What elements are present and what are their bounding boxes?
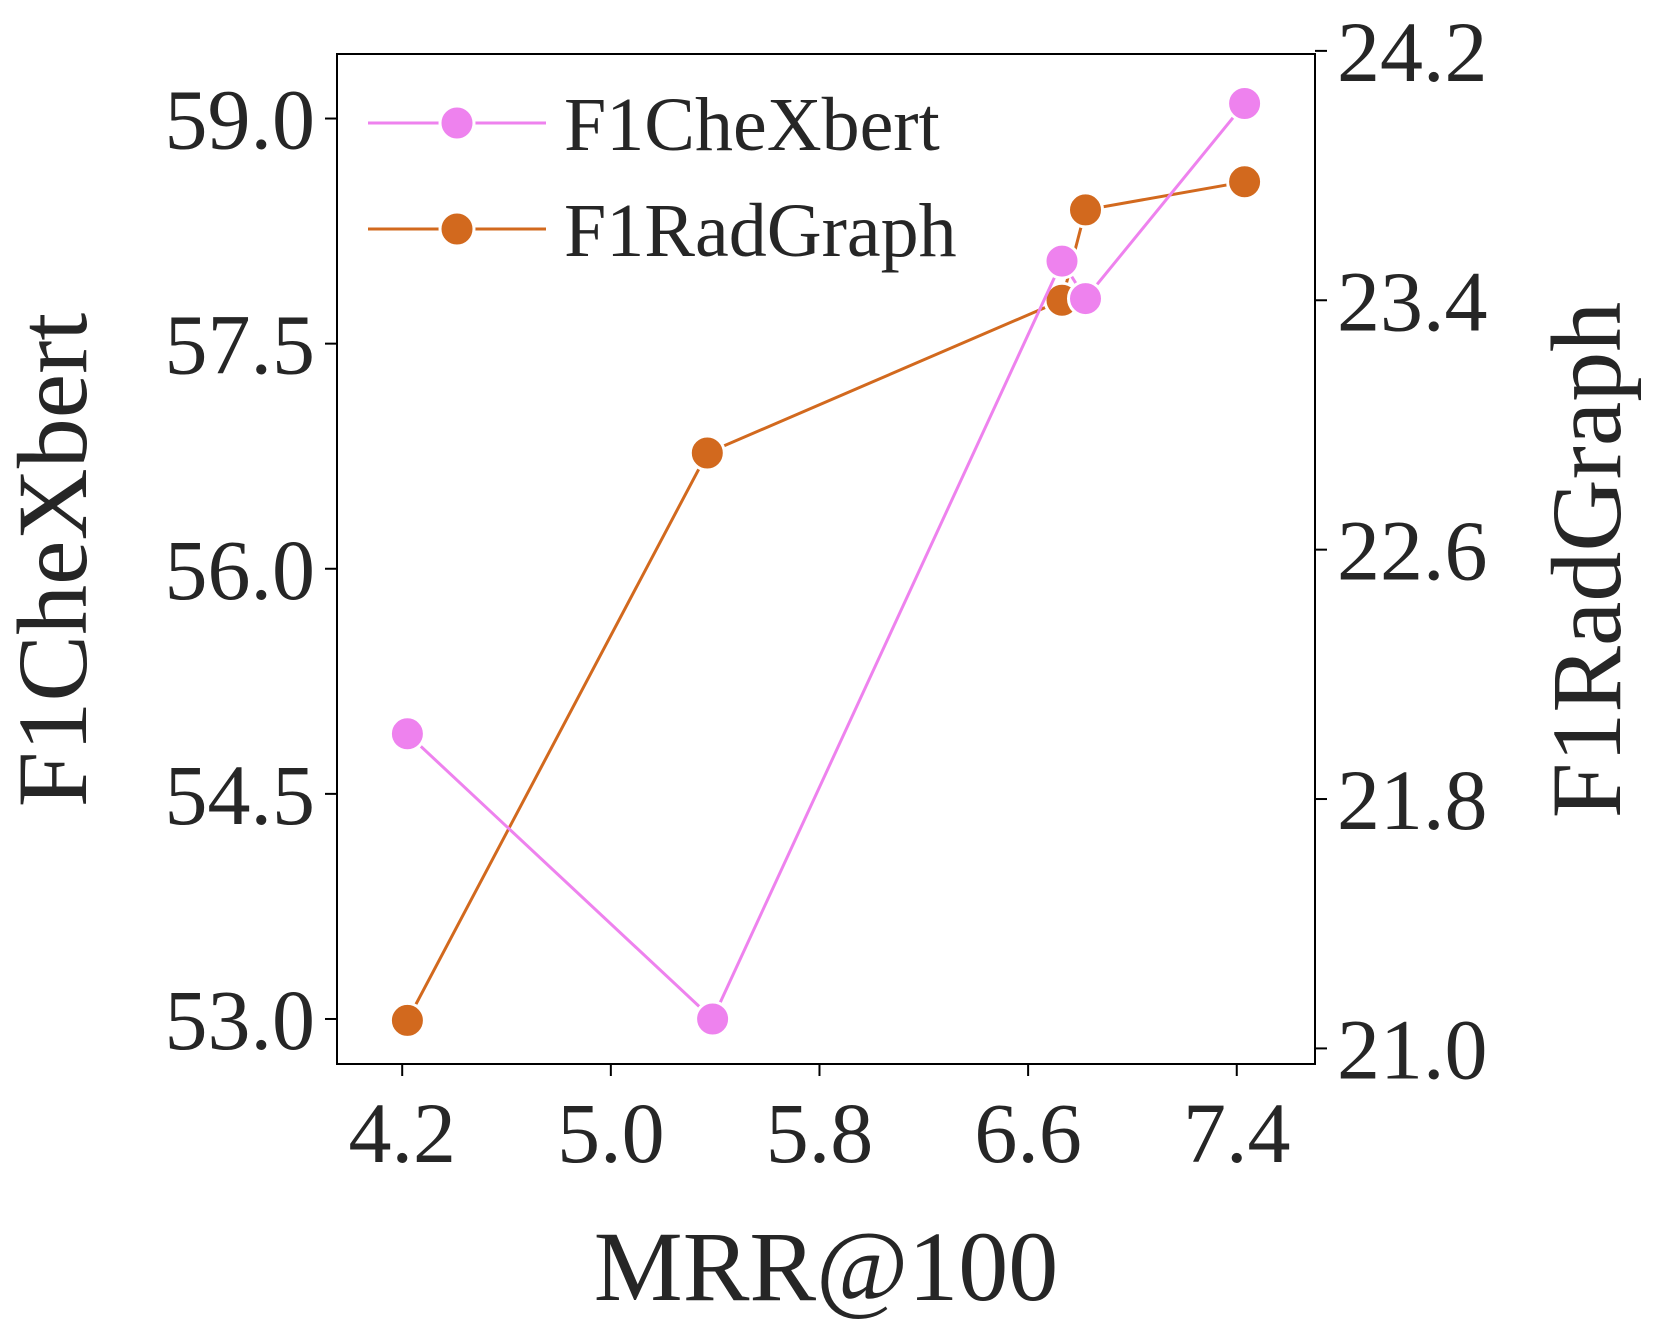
left-y-axis-label: F1CheXbert	[0, 313, 108, 808]
data-point-f1chexbert	[694, 1000, 732, 1038]
left-y-tick-label: 54.5	[165, 747, 316, 843]
left-y-tick-label: 56.0	[165, 522, 316, 618]
data-point-f1radgraph	[1067, 191, 1104, 229]
data-point-f1radgraph	[688, 434, 726, 472]
legend-marker-f1chexbert	[438, 104, 476, 142]
x-tick-label: 6.6	[974, 1085, 1082, 1181]
left-y-tick-label: 57.5	[165, 297, 316, 393]
x-axis-ticks: 4.2 5.0 5.8 6.6 7.4	[348, 1064, 1291, 1181]
legend-marker-f1radgraph	[438, 210, 476, 248]
left-y-axis-ticks: 53.0 54.5 56.0 57.5 59.0	[165, 72, 337, 1068]
series-line-f1radgraph	[406, 180, 1245, 1022]
plot-frame	[336, 53, 1316, 1065]
data-point-f1chexbert	[1043, 242, 1081, 280]
right-y-tick-label: 21.8	[1337, 752, 1488, 848]
right-y-tick-label: 23.4	[1337, 253, 1488, 349]
x-tick-label: 5.8	[766, 1085, 874, 1181]
right-y-tick-label: 21.0	[1337, 1001, 1488, 1097]
right-y-axis-label: F1RadGraph	[1531, 302, 1642, 819]
x-axis-label: MRR@100	[594, 1211, 1058, 1322]
x-tick-label: 4.2	[348, 1085, 456, 1181]
data-point-f1radgraph	[1226, 163, 1264, 201]
x-tick-label: 7.4	[1183, 1085, 1291, 1181]
right-y-tick-label: 24.2	[1337, 4, 1488, 100]
left-y-tick-label: 59.0	[165, 72, 316, 168]
x-tick-label: 5.0	[557, 1085, 665, 1181]
data-point-f1chexbert	[1226, 85, 1264, 122]
data-point-f1radgraph	[388, 1001, 426, 1039]
legend-label-f1chexbert: F1CheXbert	[564, 83, 940, 167]
legend: F1CheXbert F1RadGraph	[368, 83, 957, 273]
data-point-f1chexbert	[1067, 280, 1104, 318]
data-point-f1chexbert	[388, 715, 426, 753]
left-y-tick-label: 53.0	[165, 972, 316, 1068]
series-layer	[388, 85, 1264, 1039]
right-y-axis-ticks: 21.0 21.8 22.6 23.4 24.2	[1315, 4, 1488, 1097]
legend-label-f1radgraph: F1RadGraph	[564, 189, 957, 273]
right-y-tick-label: 22.6	[1337, 503, 1488, 599]
